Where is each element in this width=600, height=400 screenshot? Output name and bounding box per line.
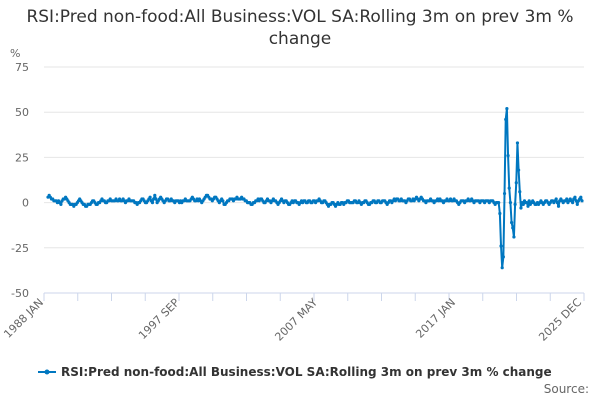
- data-point: [511, 226, 515, 230]
- data-point: [527, 199, 531, 203]
- legend-item[interactable]: RSI:Pred non-food:All Business:VOL SA:Ro…: [37, 365, 552, 379]
- legend-label: RSI:Pred non-food:All Business:VOL SA:Ro…: [61, 365, 552, 379]
- data-point: [152, 197, 156, 201]
- data-point: [571, 201, 575, 205]
- x-tick-label: 1997 SEP: [136, 296, 182, 342]
- data-point: [504, 117, 508, 122]
- legend-line-icon: [38, 369, 56, 375]
- data-point: [575, 202, 579, 207]
- data-point: [506, 153, 510, 158]
- series-line: [47, 107, 583, 269]
- data-point: [497, 201, 501, 205]
- data-point: [148, 195, 152, 199]
- data-point: [517, 168, 521, 172]
- x-tick-label: 1988 JAN: [1, 296, 46, 341]
- data-point: [154, 197, 158, 201]
- x-tick-label: 2017 JAN: [413, 296, 458, 341]
- data-point: [499, 244, 503, 248]
- y-tick-label: 0: [22, 197, 29, 210]
- y-tick-label: 75: [15, 61, 29, 74]
- data-point: [526, 204, 530, 208]
- x-tick-label: 2025 DEC: [536, 296, 584, 344]
- chart-plot: % 75 50 25 0 -25 -50 1988 JAN 1997 SEP 2007 MAY…: [1, 47, 585, 344]
- data-point: [153, 193, 157, 197]
- data-point: [507, 186, 511, 190]
- source-label: Source:: [543, 382, 589, 396]
- data-point: [514, 181, 518, 185]
- data-point: [525, 201, 529, 205]
- data-point: [150, 201, 155, 205]
- data-point: [505, 106, 509, 111]
- data-point: [574, 199, 578, 203]
- data-point: [573, 195, 577, 199]
- data-point: [501, 255, 505, 259]
- y-tick-label: 25: [15, 151, 29, 164]
- chart-title: RSI:Pred non-food:All Business:VOL SA:Ro…: [26, 7, 574, 49]
- data-point: [579, 195, 583, 199]
- data-point: [512, 235, 516, 239]
- data-point: [509, 220, 514, 225]
- y-tick-label: 50: [15, 106, 29, 119]
- y-tick-label: -50: [11, 287, 29, 300]
- data-point: [555, 201, 559, 205]
- data-point: [500, 266, 504, 270]
- data-point: [515, 141, 520, 145]
- y-axis-label: %: [10, 47, 20, 60]
- data-point: [554, 197, 558, 201]
- data-point: [580, 199, 584, 203]
- data-point: [502, 191, 507, 196]
- y-tick-label: -25: [11, 242, 29, 255]
- data-point: [565, 197, 569, 201]
- data-point: [513, 202, 517, 207]
- data-point: [59, 202, 63, 207]
- data-point: [518, 190, 522, 194]
- data-point: [498, 211, 502, 216]
- data-point: [508, 201, 513, 205]
- data-point: [221, 199, 225, 203]
- data-point: [521, 202, 525, 207]
- data-point: [556, 204, 561, 208]
- data-point: [519, 206, 523, 210]
- x-tick-label: 2007 MAY: [272, 296, 320, 344]
